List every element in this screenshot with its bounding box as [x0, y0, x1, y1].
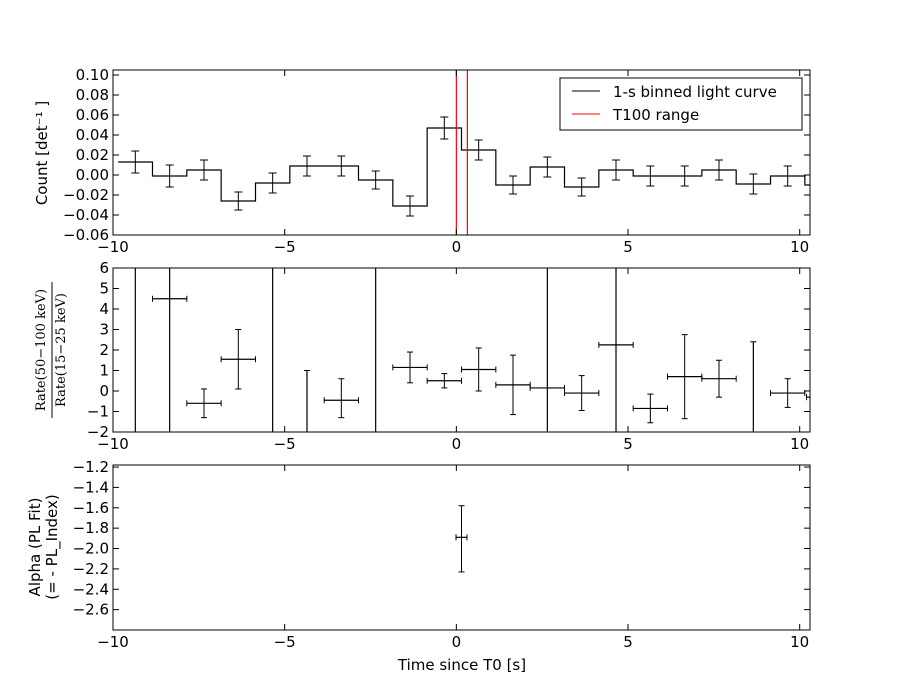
alpha-ytick-label: −1.4	[73, 478, 109, 496]
alpha-ytick-label: −2.4	[73, 580, 109, 598]
alpha-ytick-label: −2.0	[73, 540, 109, 558]
ratio-ytick-label: 4	[99, 300, 109, 318]
light-curve-step-line	[118, 127, 810, 207]
ratio-ytick-label: 2	[99, 341, 109, 359]
ratio-ylabel-denominator: Rate(15−25 keV)	[54, 293, 69, 407]
alpha-ytick-label: −1.6	[73, 499, 109, 517]
count-ytick-label: 0.08	[76, 86, 109, 104]
alpha-ytick-label: −2.6	[73, 601, 109, 619]
count-ytick-label: −0.06	[63, 226, 109, 244]
count-xtick-label: −10	[97, 238, 129, 256]
legend-frame	[559, 77, 803, 131]
ratio-ytick-label: 5	[99, 280, 109, 298]
alpha-ylabel: Alpha (PL Fit) (= - PL_Index)	[26, 494, 62, 599]
count-panel: −10 −5 0 5 10 −0.06 −0.04 −0.02 0.00 0.02 0.04 0.06…	[63, 66, 811, 256]
alpha-xtick-label: −5	[274, 633, 296, 651]
legend-label-light-curve: 1-s binned light curve	[613, 83, 777, 101]
legend: 1-s binned light curve T100 range	[559, 77, 803, 131]
alpha-xtick-label: 10	[790, 633, 809, 651]
ratio-xtick-label: −5	[274, 435, 296, 453]
count-xtick-label: 5	[623, 238, 633, 256]
alpha-frame	[112, 464, 811, 631]
alpha-xtick-label: 0	[452, 633, 462, 651]
ratio-ytick-label: 3	[99, 321, 109, 339]
count-ytick-label: 0.10	[76, 66, 109, 84]
ratio-xtick-label: 5	[623, 435, 633, 453]
count-ytick-label: 0.02	[76, 146, 109, 164]
ratio-xtick-label: 0	[452, 435, 462, 453]
legend-label-t100: T100 range	[612, 106, 699, 124]
ratio-ytick-label: −1	[87, 403, 109, 421]
ratio-ylabel: Rate(50−100 keV) Rate(15−25 keV)	[34, 282, 69, 418]
count-ytick-label: −0.02	[63, 186, 109, 204]
alpha-xtick-label: −10	[97, 633, 129, 651]
ratio-ylabel-numerator: Rate(50−100 keV)	[34, 289, 49, 411]
alpha-ylabel-line1: Alpha (PL Fit)	[26, 498, 44, 597]
ratio-ytick-label: 6	[99, 259, 109, 277]
ratio-frame	[112, 267, 811, 433]
count-xtick-label: −5	[274, 238, 296, 256]
ratio-ytick-label: 0	[99, 382, 109, 400]
ratio-xtick-label: 10	[790, 435, 809, 453]
alpha-xtick-label: 5	[623, 633, 633, 651]
count-xtick-label: 10	[790, 238, 809, 256]
ratio-xtick-label: −10	[97, 435, 129, 453]
alpha-panel: −10 −5 0 5 10 −2.6 −2.4 −2.2 −2.0 −1.8 −1.6 −1.4 −1.…	[73, 458, 811, 651]
count-ytick-label: 0.06	[76, 106, 109, 124]
count-ylabel: Count [det⁻¹ ]	[33, 101, 51, 205]
count-ytick-label: 0.00	[76, 166, 109, 184]
alpha-ytick-label: −2.2	[73, 560, 109, 578]
ratio-ytick-label: −2	[87, 423, 109, 441]
ratio-ytick-label: 1	[99, 362, 109, 380]
count-ytick-label: −0.04	[63, 206, 109, 224]
alpha-ylabel-line2: (= - PL_Index)	[43, 494, 62, 599]
count-xtick-label: 0	[452, 238, 462, 256]
count-frame	[112, 69, 811, 236]
alpha-ytick-label: −1.8	[73, 519, 109, 537]
alpha-ytick-label: −1.2	[73, 458, 109, 476]
x-axis-label: Time since T0 [s]	[397, 656, 526, 674]
count-ytick-label: 0.04	[76, 126, 109, 144]
